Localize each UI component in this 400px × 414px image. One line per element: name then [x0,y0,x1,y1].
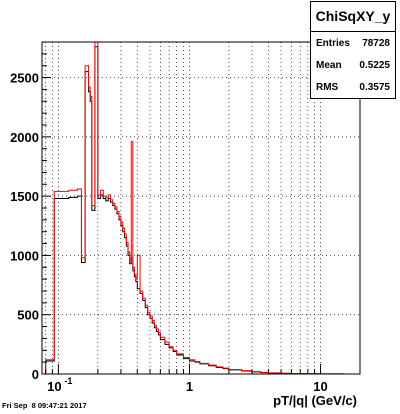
y-tick-label: 0 [32,367,39,382]
histogram-layer [45,41,345,375]
y-tick-label: 1000 [10,248,39,263]
y-tick-label: 2500 [10,71,39,86]
x-tick-label: 1 [186,379,193,394]
stats-row-mean: Mean 0.5225 [311,54,395,76]
stats-label: Mean [316,60,342,71]
stats-value: 0.5225 [359,60,390,71]
x-tick-label: 10 [313,379,327,394]
stats-row-entries: Entries 78728 [311,32,395,54]
x-tick-label-exponent: -1 [64,376,72,386]
x-tick-label: 10 [47,379,61,394]
plot-border [41,41,361,375]
timestamp-footer: Fri Sep 8 09:47:21 2017 [2,401,87,410]
y-tick-label: 1500 [10,189,39,204]
stats-label: RMS [316,82,339,93]
histogram-series-red [45,41,345,375]
stats-label: Entries [316,38,350,49]
stats-value: 78728 [362,38,390,49]
stats-value: 0.3575 [359,82,390,93]
stats-row-rms: RMS 0.3575 [311,76,395,98]
y-tick-label: 2000 [10,130,39,145]
x-axis-title: pT/|q| (GeV/c) [273,393,357,408]
y-tick-label: 500 [17,308,39,323]
stats-title: ChiSqXY_y [311,2,395,32]
stats-box: ChiSqXY_y Entries 78728 Mean 0.5225 RMS … [310,1,396,99]
